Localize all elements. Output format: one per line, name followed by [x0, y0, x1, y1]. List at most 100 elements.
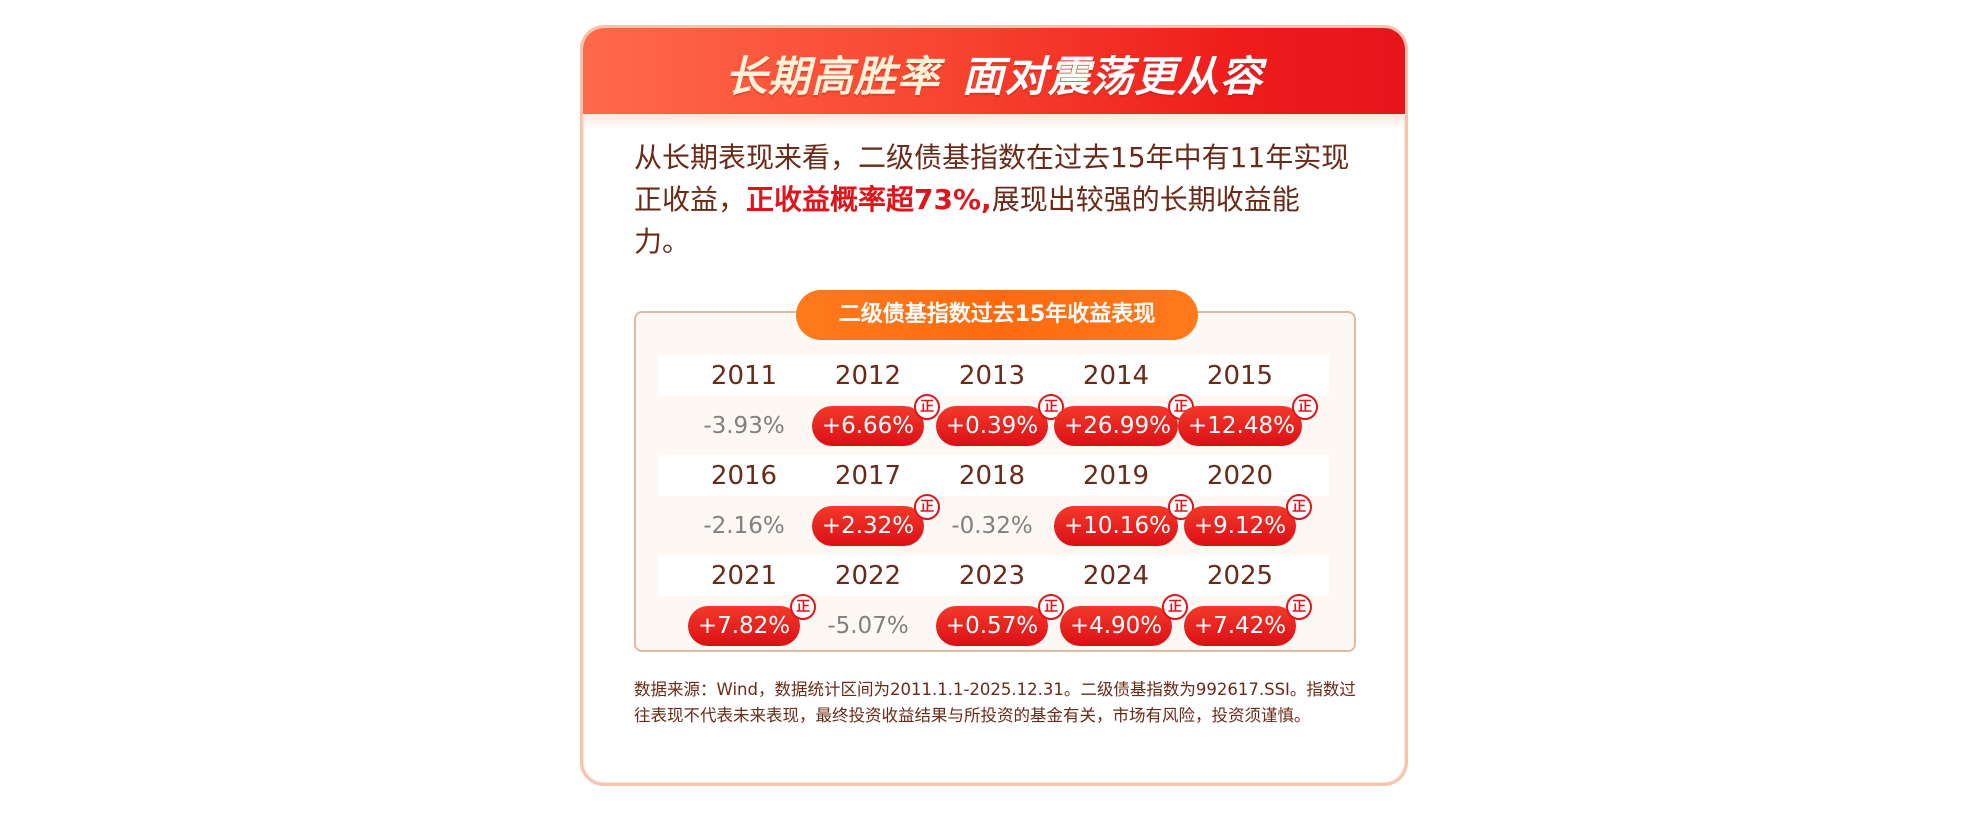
year-cell: 2023: [930, 555, 1054, 596]
positive-return-pill: +4.90% 正: [1059, 593, 1189, 646]
title-part-2: 面对震荡更从容: [962, 51, 1264, 101]
value-cell: +0.57% 正: [930, 593, 1065, 646]
return-value: +7.42%: [1193, 612, 1287, 639]
positive-return-pill: +10.16% 正: [1054, 493, 1194, 546]
returns-panel: 二级债基指数过去15年收益表现 2011 2012 2013 2014 2015 -3.9…: [634, 290, 1356, 655]
year-cell: 2013: [930, 355, 1054, 396]
negative-return-value: -3.93%: [703, 412, 785, 439]
value-cell: -5.07%: [806, 613, 930, 639]
return-value: +0.57%: [945, 612, 1039, 639]
year-label: 2014: [1082, 360, 1150, 391]
value-row: +7.82% 正 -5.07% +0.57% 正 +4.90% 正 +7.42% 正: [659, 593, 1329, 655]
negative-return-value: -2.16%: [703, 512, 785, 539]
positive-badge-icon: 正: [914, 393, 941, 420]
year-cell: 2025: [1178, 555, 1302, 596]
return-value: +12.48%: [1188, 412, 1295, 439]
value-cell: +2.32% 正: [806, 493, 941, 546]
year-label: 2018: [958, 460, 1026, 491]
intro-text-before: 从长期表现来看，二级债基指数在过去15年中有11年实现正收益，: [634, 141, 1350, 216]
positive-badge-icon: 正: [1286, 593, 1313, 620]
info-card: 长期高胜率 面对震荡更从容 从长期表现来看，二级债基指数在过去15年中有11年实…: [580, 25, 1408, 786]
value-cell: +0.39% 正: [930, 393, 1065, 446]
card-title: 长期高胜率 面对震荡更从容: [725, 43, 1263, 104]
positive-return-pill: +26.99% 正: [1054, 393, 1194, 446]
positive-return-pill: +0.57% 正: [935, 593, 1065, 646]
year-cell: 2014: [1054, 355, 1178, 396]
return-value: +9.12%: [1193, 512, 1287, 539]
value-cell: +9.12% 正: [1178, 493, 1313, 546]
year-label: 2022: [834, 560, 902, 591]
return-value: +10.16%: [1064, 512, 1171, 539]
year-label: 2023: [958, 560, 1026, 591]
year-cell: 2017: [806, 455, 930, 496]
year-cell: 2016: [682, 455, 806, 496]
year-cell: 2011: [682, 355, 806, 396]
intro-paragraph: 从长期表现来看，二级债基指数在过去15年中有11年实现正收益，正收益概率超73%…: [634, 137, 1354, 263]
returns-panel-title: 二级债基指数过去15年收益表现: [796, 290, 1198, 340]
year-label: 2015: [1206, 360, 1274, 391]
positive-badge-icon: 正: [1038, 393, 1065, 420]
positive-return-pill: +2.32% 正: [811, 493, 941, 546]
positive-badge-icon: 正: [790, 593, 817, 620]
year-row: 2011 2012 2013 2014 2015: [659, 355, 1329, 396]
value-cell: -0.32%: [930, 513, 1054, 539]
return-value: +26.99%: [1064, 412, 1171, 439]
year-label: 2017: [834, 460, 902, 491]
year-cell: 2019: [1054, 455, 1178, 496]
year-label: 2024: [1082, 560, 1150, 591]
value-cell: +7.42% 正: [1178, 593, 1313, 646]
year-row: 2016 2017 2018 2019 2020: [659, 455, 1329, 496]
value-cell: +4.90% 正: [1054, 593, 1189, 646]
returns-grid: 2011 2012 2013 2014 2015 -3.93% +6.66% 正 +0.39% 正…: [659, 355, 1329, 655]
year-label: 2019: [1082, 460, 1150, 491]
intro-highlight: 正收益概率超73%,: [746, 183, 992, 216]
year-cell: 2018: [930, 455, 1054, 496]
title-part-1: 长期高胜率: [724, 51, 940, 101]
value-cell: +12.48% 正: [1178, 393, 1318, 446]
year-cell: 2022: [806, 555, 930, 596]
year-label: 2013: [958, 360, 1026, 391]
intro-text-after: 展现出较强的长期收益能力。: [634, 183, 1300, 258]
return-value: +7.82%: [697, 612, 791, 639]
year-cell: 2024: [1054, 555, 1178, 596]
positive-return-pill: +0.39% 正: [935, 393, 1065, 446]
year-cell: 2015: [1178, 355, 1302, 396]
value-row: -3.93% +6.66% 正 +0.39% 正 +26.99% 正 +12.48% 正: [659, 393, 1329, 455]
positive-return-pill: +9.12% 正: [1183, 493, 1313, 546]
return-value: +4.90%: [1069, 612, 1163, 639]
year-label: 2016: [710, 460, 778, 491]
positive-return-pill: +12.48% 正: [1178, 393, 1318, 446]
year-cell: 2021: [682, 555, 806, 596]
year-cell: 2012: [806, 355, 930, 396]
footnote-line-2: 往表现不代表未来表现，最终投资收益结果与所投资的基金有关，市场有风险，投资须谨慎…: [634, 706, 1311, 725]
footnote-line-1: 数据来源：Wind，数据统计区间为2011.1.1-2025.12.31。二级债…: [634, 680, 1356, 699]
value-cell: -2.16%: [682, 513, 806, 539]
negative-return-value: -0.32%: [951, 512, 1033, 539]
value-cell: +6.66% 正: [806, 393, 941, 446]
positive-badge-icon: 正: [1292, 393, 1318, 420]
value-cell: -3.93%: [682, 413, 806, 439]
year-label: 2021: [710, 560, 778, 591]
positive-return-pill: +7.82% 正: [687, 593, 817, 646]
year-label: 2011: [710, 360, 778, 391]
value-cell: +26.99% 正: [1054, 393, 1194, 446]
positive-badge-icon: 正: [914, 493, 941, 520]
positive-badge-icon: 正: [1286, 493, 1313, 520]
value-cell: +7.82% 正: [682, 593, 817, 646]
year-label: 2020: [1206, 460, 1274, 491]
year-label: 2025: [1206, 560, 1274, 591]
return-value: +6.66%: [821, 412, 915, 439]
positive-badge-icon: 正: [1038, 593, 1065, 620]
year-row: 2021 2022 2023 2024 2025: [659, 555, 1329, 596]
return-value: +0.39%: [945, 412, 1039, 439]
year-label: 2012: [834, 360, 902, 391]
year-cell: 2020: [1178, 455, 1302, 496]
value-row: -2.16% +2.32% 正 -0.32% +10.16% 正 +9.12% 正: [659, 493, 1329, 555]
value-cell: +10.16% 正: [1054, 493, 1194, 546]
card-header: 长期高胜率 面对震荡更从容: [583, 28, 1405, 130]
positive-return-pill: +7.42% 正: [1183, 593, 1313, 646]
negative-return-value: -5.07%: [827, 612, 909, 639]
positive-badge-icon: 正: [1162, 593, 1189, 620]
return-value: +2.32%: [821, 512, 915, 539]
positive-return-pill: +6.66% 正: [811, 393, 941, 446]
